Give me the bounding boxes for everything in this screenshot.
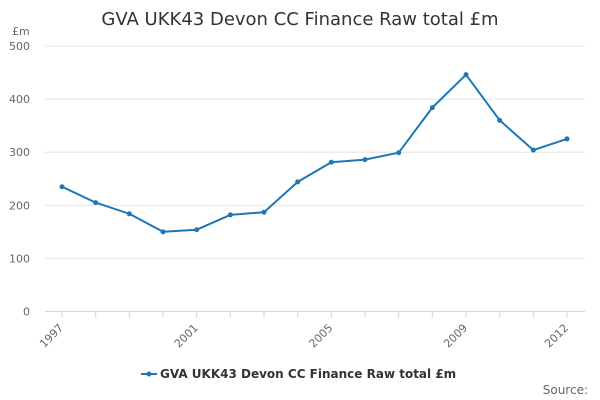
data-point[interactable] bbox=[227, 212, 233, 218]
data-point[interactable] bbox=[194, 227, 200, 233]
legend-label: GVA UKK43 Devon CC Finance Raw total £m bbox=[160, 367, 456, 381]
y-tick-label: 0 bbox=[23, 306, 30, 319]
data-point[interactable] bbox=[396, 150, 402, 156]
data-point[interactable] bbox=[126, 211, 132, 217]
x-tick-label: 2009 bbox=[441, 321, 470, 350]
data-point[interactable] bbox=[261, 209, 267, 215]
y-tick-label: 400 bbox=[9, 93, 30, 106]
x-tick-label: 2005 bbox=[306, 321, 335, 350]
data-point[interactable] bbox=[429, 105, 435, 111]
y-axis-ticks: 0 100 200 300 400 500 bbox=[9, 40, 30, 319]
data-point[interactable] bbox=[59, 184, 65, 190]
data-point[interactable] bbox=[564, 136, 570, 142]
y-tick-label: 500 bbox=[9, 40, 30, 53]
data-point[interactable] bbox=[160, 229, 166, 235]
series-layer bbox=[59, 72, 570, 235]
data-point[interactable] bbox=[530, 147, 536, 153]
x-axis: 1997 2001 2005 2009 2012 bbox=[37, 311, 585, 350]
chart-title: GVA UKK43 Devon CC Finance Raw total £m bbox=[101, 9, 498, 30]
data-point[interactable] bbox=[463, 72, 469, 78]
data-point[interactable] bbox=[295, 179, 301, 185]
data-point[interactable] bbox=[362, 157, 368, 163]
data-point[interactable] bbox=[328, 159, 334, 165]
x-tick-label: 1997 bbox=[37, 321, 66, 350]
legend-swatch-marker bbox=[146, 371, 152, 377]
legend[interactable]: GVA UKK43 Devon CC Finance Raw total £m bbox=[141, 367, 456, 381]
gridlines bbox=[45, 45, 585, 259]
x-tick-label: 2012 bbox=[542, 321, 571, 350]
data-point[interactable] bbox=[497, 117, 503, 123]
y-tick-label: 300 bbox=[9, 146, 30, 159]
y-axis-unit-label: £m bbox=[12, 25, 30, 38]
x-tick-label: 2001 bbox=[172, 321, 201, 350]
y-tick-label: 200 bbox=[9, 199, 30, 212]
y-tick-label: 100 bbox=[9, 252, 30, 265]
series-line bbox=[61, 73, 568, 233]
source-label: Source: bbox=[543, 383, 588, 397]
data-point[interactable] bbox=[93, 200, 99, 206]
